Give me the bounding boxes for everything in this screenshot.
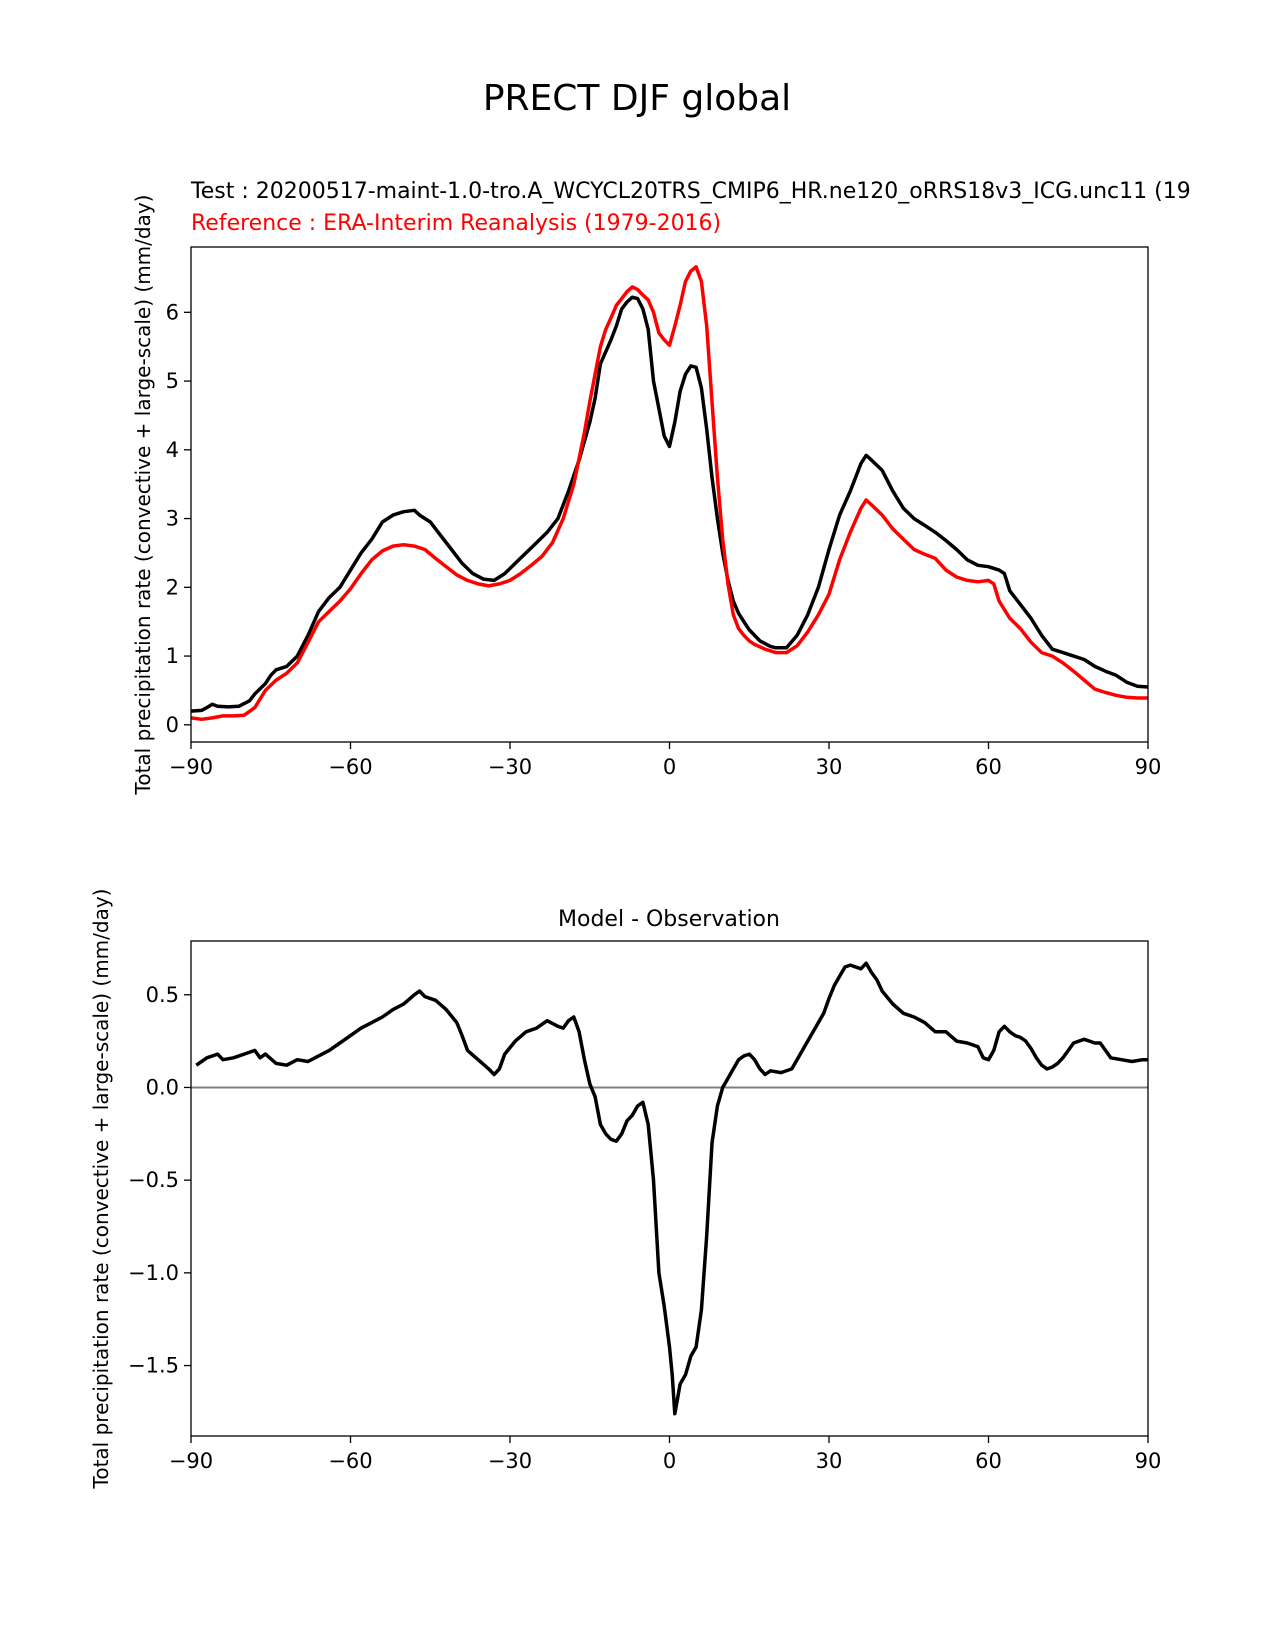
y-tick-label: 3 (166, 507, 179, 531)
top-line-chart: −90 −60 −30 0 30 60 90 0 1 2 3 4 5 6 Total precipitati… (131, 195, 1161, 796)
bottom-line-chart: −90 −60 −30 0 30 60 90 0.5 0.0 −0.5 −1.0 −1.5 Total … (89, 889, 1161, 1490)
x-tick-label: 90 (1135, 755, 1162, 779)
y-tick-label: 5 (166, 369, 179, 393)
y-tick-label: 2 (166, 575, 179, 599)
x-tick-label: 60 (975, 755, 1002, 779)
y-tick-label: 0.5 (146, 983, 179, 1007)
y-tick-label: −0.5 (128, 1168, 179, 1192)
x-tick-label: 0 (663, 1449, 676, 1473)
series-line-reference (190, 265, 1148, 722)
bottom-chart-title: Model - Observation (558, 907, 780, 932)
y-tick-label: 0.0 (146, 1075, 179, 1099)
y-tick-label: 6 (166, 300, 179, 324)
plot-frame (190, 246, 1149, 743)
y-tick-label: 4 (166, 438, 179, 462)
y-tick-label: 1 (166, 644, 179, 668)
x-tick-label: −30 (488, 1449, 532, 1473)
figure-title: PRECT DJF global (483, 78, 791, 119)
x-tick-label: −60 (328, 755, 372, 779)
series-line-test (190, 295, 1149, 713)
y-axis-label: Total precipitation rate (convective + l… (131, 195, 155, 796)
x-tick-label: −60 (328, 1449, 372, 1473)
x-tick-label: −30 (488, 755, 532, 779)
x-tick-label: −90 (169, 1449, 213, 1473)
reference-label: Reference : ERA-Interim Reanalysis (1979… (191, 211, 721, 236)
x-tick-label: 0 (663, 755, 676, 779)
x-tick-label: −90 (169, 755, 213, 779)
x-tick-label: 30 (816, 1449, 843, 1473)
x-tick-label: 90 (1135, 1449, 1162, 1473)
test-label: Test : 20200517-maint-1.0-tro.A_WCYCL20T… (190, 179, 1191, 204)
y-tick-label: −1.5 (128, 1354, 179, 1378)
y-axis-label: Total precipitation rate (convective + l… (89, 889, 113, 1490)
x-tick-label: 30 (816, 755, 843, 779)
y-tick-label: −1.0 (128, 1261, 179, 1285)
series-line-model-observation (195, 961, 1148, 1416)
y-tick-label: 0 (166, 713, 179, 737)
x-tick-label: 60 (975, 1449, 1002, 1473)
